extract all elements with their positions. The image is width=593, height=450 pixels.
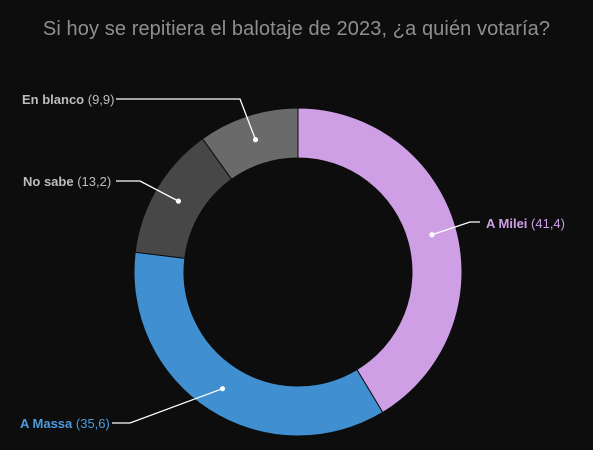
slice-label-name: A Massa (20, 416, 76, 431)
leader-dot (429, 232, 435, 238)
leader-line (431, 221, 480, 236)
leader-dot (175, 198, 182, 204)
slice-label-name: No sabe (23, 174, 77, 189)
slice-label-value: (41,4) (531, 216, 565, 231)
slice-a-milei (297, 107, 463, 414)
leader-line (116, 98, 257, 140)
leader-line (112, 388, 223, 424)
leader-dot (252, 137, 259, 143)
chart-title: Si hoy se repitiera el balotaje de 2023,… (42, 18, 551, 40)
slice-label-value: (9,9) (88, 92, 115, 107)
leader-line (116, 180, 179, 202)
slice-a-massa (133, 251, 384, 437)
slice-en-blanco (201, 107, 299, 181)
slice-label: A Massa (35,6) (20, 416, 110, 431)
slice-label-value: (13,2) (77, 174, 111, 189)
slice-label-name: A Milei (486, 216, 531, 231)
leader-dot (219, 386, 226, 392)
slice-label: A Milei (41,4) (486, 216, 565, 231)
slice-label: En blanco (9,9) (22, 92, 114, 107)
slice-label: No sabe (13,2) (23, 174, 111, 189)
slice-label-name: En blanco (22, 92, 88, 107)
slice-label-value: (35,6) (76, 416, 110, 431)
